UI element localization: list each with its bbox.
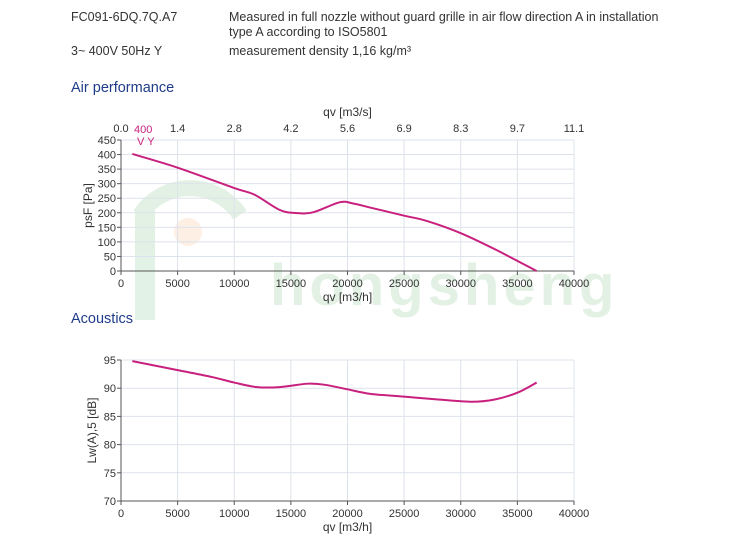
y-tick-label: 80: [104, 440, 116, 452]
x-tick-label: 5000: [165, 508, 189, 520]
curve-label-connection: V Y: [137, 136, 155, 148]
curve-label-voltage: 400: [134, 124, 152, 136]
watermark-logo: hongsheng: [133, 180, 619, 320]
x2-tick-label: 9.7: [510, 123, 525, 135]
y-tick-label: 350: [98, 164, 116, 176]
model-number: FC091-6DQ.7Q.A7: [71, 10, 178, 24]
x-axis-label: qv [m3/h]: [323, 290, 372, 304]
supply-spec: 3~ 400V 50Hz Y: [71, 44, 163, 58]
x-tick-label: 25000: [389, 278, 420, 290]
x-tick-label: 35000: [502, 508, 533, 520]
x2-tick-label: 11.1: [564, 123, 585, 135]
y-tick-label: 250: [98, 193, 116, 205]
x-tick-label: 0: [118, 278, 124, 290]
x2-tick-label: 1.4: [170, 123, 185, 135]
x-tick-label: 20000: [332, 278, 363, 290]
x-tick-label: 40000: [559, 508, 590, 520]
y-tick-label: 400: [98, 150, 116, 162]
x-tick-label: 0: [118, 508, 124, 520]
x-tick-label: 20000: [332, 508, 363, 520]
x2-tick-label: 0.0: [113, 123, 128, 135]
x2-tick-label: 6.9: [396, 123, 411, 135]
y-tick-label: 90: [104, 383, 116, 395]
y-tick-label: 100: [98, 237, 116, 249]
y-tick-label: 85: [104, 411, 116, 423]
density-note: measurement density 1,16 kg/m³: [229, 44, 412, 58]
y-axis-label: psF [Pa]: [81, 183, 95, 228]
y-tick-label: 50: [104, 251, 116, 263]
x-tick-label: 15000: [276, 278, 307, 290]
measurement-note-2: type A according to ISO5801: [229, 25, 388, 39]
x-tick-label: 35000: [502, 278, 533, 290]
series-curve: [132, 360, 538, 403]
x-tick-label: 30000: [445, 278, 476, 290]
series-curve: [132, 153, 538, 272]
y-tick-label: 300: [98, 179, 116, 191]
measurement-note-1: Measured in full nozzle without guard gr…: [229, 10, 659, 24]
x2-tick-label: 5.6: [340, 123, 355, 135]
x2-tick-label: 4.2: [283, 123, 298, 135]
x-tick-label: 10000: [219, 278, 250, 290]
y-tick-label: 450: [98, 135, 116, 147]
y-tick-label: 70: [104, 496, 116, 508]
section-acoustics: Acoustics: [71, 311, 134, 327]
x-axis-label: qv [m3/h]: [323, 520, 372, 534]
x2-tick-label: 2.8: [227, 123, 242, 135]
y-tick-label: 95: [104, 355, 116, 367]
x2-tick-label: 8.3: [453, 123, 468, 135]
section-air-performance: Air performance: [71, 80, 175, 96]
x-tick-label: 40000: [559, 278, 590, 290]
x-tick-label: 25000: [389, 508, 420, 520]
y-tick-label: 75: [104, 468, 116, 480]
x-tick-label: 15000: [276, 508, 307, 520]
y-tick-label: 0: [110, 266, 116, 278]
x-tick-label: 5000: [165, 278, 189, 290]
y-axis-label: Lw(A),5 [dB]: [85, 397, 99, 463]
svg-text:hongsheng: hongsheng: [270, 253, 619, 318]
y-tick-label: 150: [98, 222, 116, 234]
x-tick-label: 10000: [219, 508, 250, 520]
y-tick-label: 200: [98, 208, 116, 220]
x2-axis-label: qv [m3/s]: [323, 105, 372, 119]
x-tick-label: 30000: [445, 508, 476, 520]
